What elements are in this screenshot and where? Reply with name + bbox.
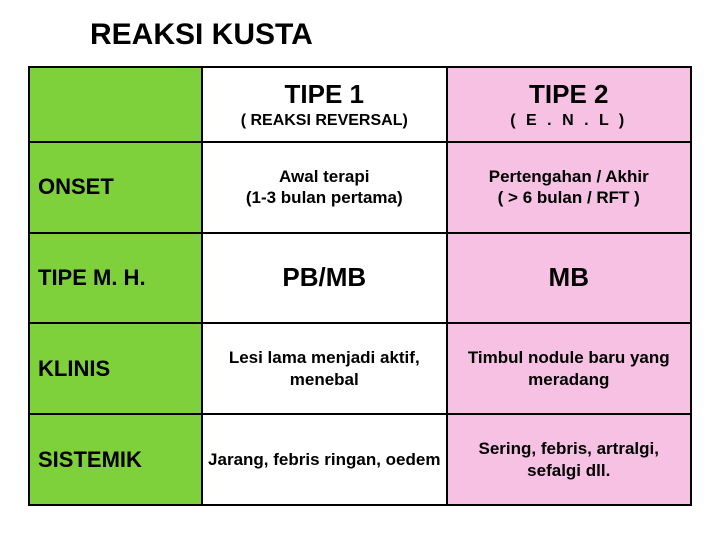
header-col-tipe2-subtitle: ( E . N . L ) — [452, 112, 687, 130]
table-row: ONSET Awal terapi(1-3 bulan pertama) Per… — [29, 142, 691, 233]
header-col-tipe1: TIPE 1 ( REAKSI REVERSAL) — [202, 67, 447, 142]
cell-text: PB/MB — [207, 262, 442, 293]
table-row: KLINIS Lesi lama menjadi aktif, menebal … — [29, 323, 691, 414]
table-header-row: TIPE 1 ( REAKSI REVERSAL) TIPE 2 ( E . N… — [29, 67, 691, 142]
header-col-tipe1-subtitle: ( REAKSI REVERSAL) — [207, 112, 442, 130]
header-col-tipe1-title: TIPE 1 — [207, 79, 442, 110]
cell-text: Pertengahan / Akhir( > 6 bulan / RFT ) — [452, 166, 687, 209]
cell-text: Sering, febris, artralgi, sefalgi dll. — [452, 438, 687, 481]
row-label: KLINIS — [29, 323, 202, 414]
cell-text: Lesi lama menjadi aktif, menebal — [207, 347, 442, 390]
cell-tipe2: Timbul nodule baru yang meradang — [447, 323, 692, 414]
cell-tipe2: Pertengahan / Akhir( > 6 bulan / RFT ) — [447, 142, 692, 233]
row-label: SISTEMIK — [29, 414, 202, 505]
row-label: ONSET — [29, 142, 202, 233]
header-col-tipe2: TIPE 2 ( E . N . L ) — [447, 67, 692, 142]
table-row: TIPE M. H. PB/MB MB — [29, 233, 691, 324]
header-col-tipe2-title: TIPE 2 — [452, 79, 687, 110]
cell-tipe1: Awal terapi(1-3 bulan pertama) — [202, 142, 447, 233]
cell-text: MB — [452, 262, 687, 293]
cell-tipe1: Jarang, febris ringan, oedem — [202, 414, 447, 505]
cell-text: Awal terapi(1-3 bulan pertama) — [207, 166, 442, 209]
cell-tipe2: MB — [447, 233, 692, 324]
table-row: SISTEMIK Jarang, febris ringan, oedem Se… — [29, 414, 691, 505]
cell-text: Jarang, febris ringan, oedem — [207, 449, 442, 470]
cell-text: Timbul nodule baru yang meradang — [452, 347, 687, 390]
cell-tipe1: PB/MB — [202, 233, 447, 324]
row-label: TIPE M. H. — [29, 233, 202, 324]
cell-tipe1: Lesi lama menjadi aktif, menebal — [202, 323, 447, 414]
cell-tipe2: Sering, febris, artralgi, sefalgi dll. — [447, 414, 692, 505]
header-blank-cell — [29, 67, 202, 142]
reaksi-kusta-table: TIPE 1 ( REAKSI REVERSAL) TIPE 2 ( E . N… — [28, 66, 692, 506]
page-title: REAKSI KUSTA — [90, 18, 692, 52]
